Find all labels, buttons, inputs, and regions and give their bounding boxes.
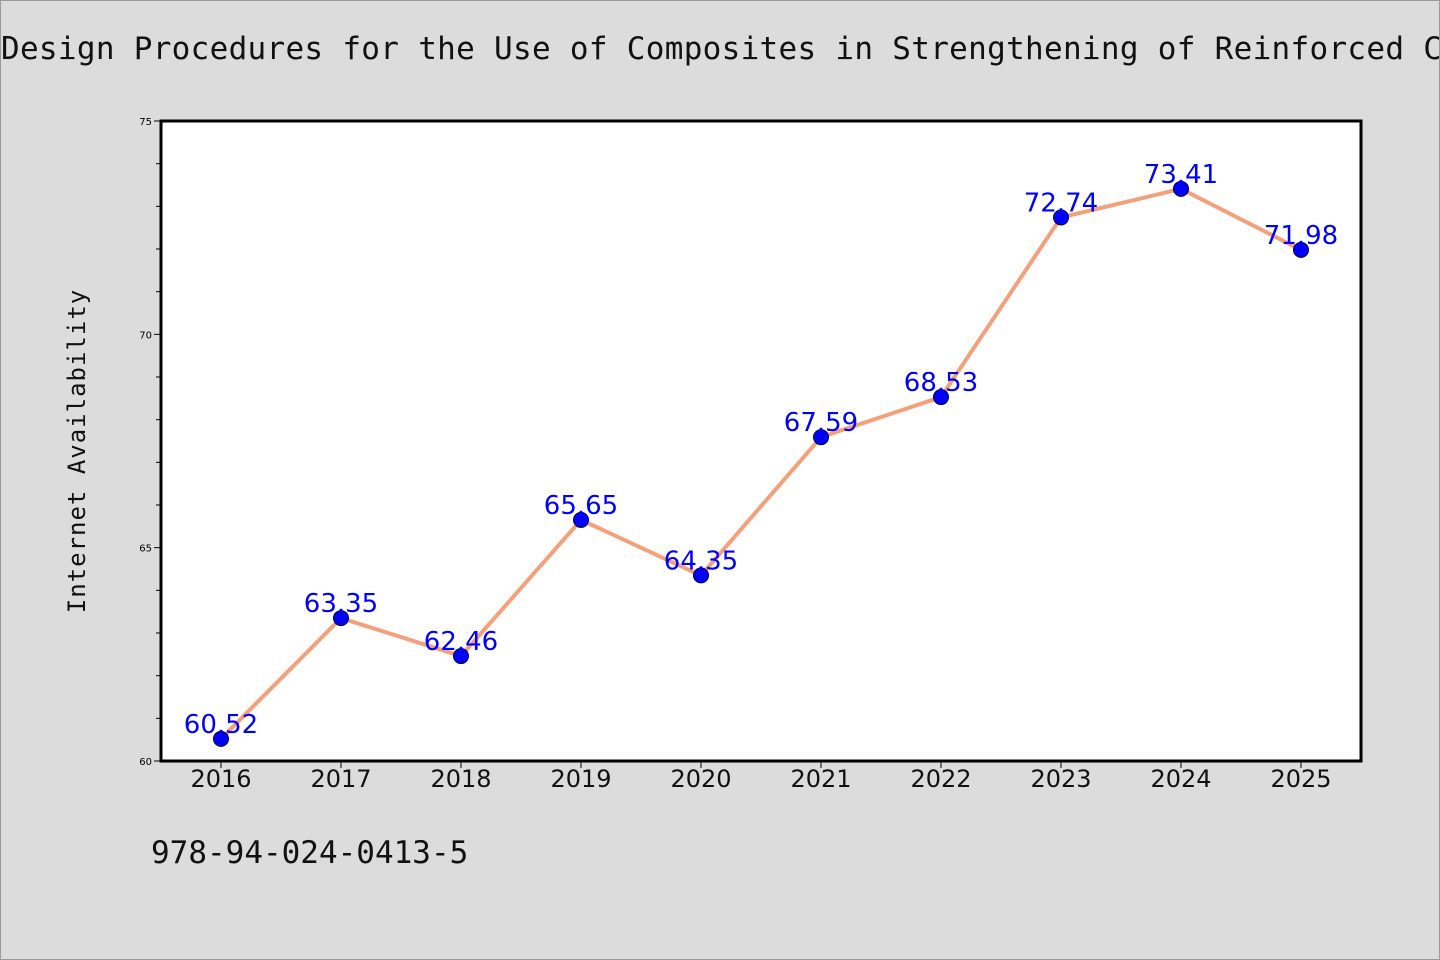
x-tick-label: 2025 — [1270, 765, 1331, 793]
x-tick-label: 2023 — [1030, 765, 1091, 793]
x-tick-label: 2016 — [190, 765, 251, 793]
series-line — [219, 186, 1303, 741]
y-axis-label: Internet Availability — [63, 289, 91, 613]
data-point — [1053, 209, 1069, 226]
x-tick-label: 2024 — [1150, 765, 1211, 793]
data-point — [453, 648, 469, 665]
data-point — [693, 567, 709, 584]
data-label: 60.52 — [184, 710, 258, 740]
data-label: 73.41 — [1144, 160, 1218, 190]
y-tick-label: 75 — [139, 117, 152, 128]
data-label: 72.74 — [1024, 188, 1098, 218]
x-tick-label: 2018 — [430, 765, 491, 793]
y-tick-label: 60 — [139, 757, 152, 768]
data-point — [813, 429, 829, 446]
data-label: 63.35 — [304, 589, 378, 619]
data-point — [333, 610, 349, 627]
data-label: 71.98 — [1264, 221, 1338, 251]
data-label: 68.53 — [904, 368, 978, 398]
y-tick-label: 65 — [139, 544, 152, 555]
isbn-label: 978-94-024-0413-5 — [151, 835, 469, 871]
x-tick-label: 2019 — [550, 765, 611, 793]
x-tick-label: 2022 — [910, 765, 971, 793]
data-point — [573, 511, 589, 528]
chart-title: Design Procedures for the Use of Composi… — [1, 31, 1440, 67]
data-point — [933, 389, 949, 406]
x-tick-label: 2017 — [310, 765, 371, 793]
plot-area — [161, 121, 1361, 761]
x-tick-label: 2020 — [670, 765, 731, 793]
data-point — [1173, 180, 1189, 197]
data-label: 64.35 — [664, 546, 738, 576]
data-label: 67.59 — [784, 408, 858, 438]
y-tick-label: 70 — [139, 330, 152, 341]
data-point — [213, 730, 229, 747]
data-point — [1293, 241, 1309, 258]
data-label: 62.46 — [424, 627, 498, 657]
plot-border — [159, 119, 1363, 763]
data-label: 65.65 — [544, 491, 618, 521]
x-tick-label: 2021 — [790, 765, 851, 793]
